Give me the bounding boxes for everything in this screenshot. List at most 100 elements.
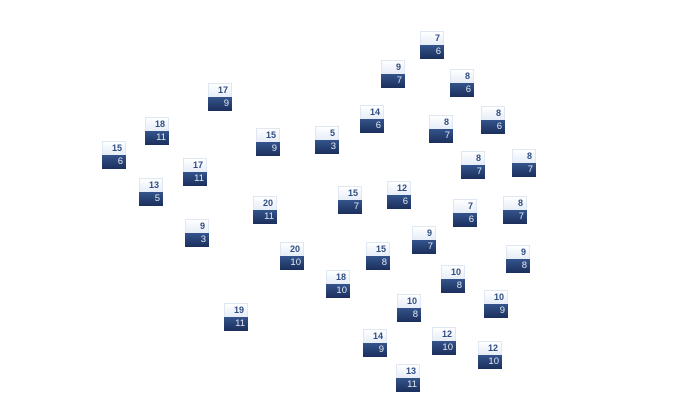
node-top-value: 13 — [139, 178, 163, 192]
node-bottom-value: 10 — [432, 341, 456, 355]
node-top-value: 8 — [481, 106, 505, 120]
node-top-value: 5 — [315, 126, 339, 140]
node-bottom-value: 7 — [503, 210, 527, 224]
node-top-value: 9 — [381, 60, 405, 74]
node-bottom-value: 8 — [506, 259, 530, 273]
node-top-value: 20 — [253, 196, 277, 210]
node-card: 19 11 — [224, 303, 248, 331]
node-card: 10 8 — [441, 265, 465, 293]
node-bottom-value: 6 — [360, 119, 384, 133]
node-top-value: 18 — [326, 270, 350, 284]
node-top-value: 15 — [338, 186, 362, 200]
node-top-value: 10 — [441, 265, 465, 279]
node-bottom-value: 7 — [512, 163, 536, 177]
node-top-value: 14 — [360, 105, 384, 119]
node-card: 15 9 — [256, 128, 280, 156]
node-bottom-value: 6 — [453, 213, 477, 227]
node-top-value: 8 — [461, 151, 485, 165]
node-top-value: 17 — [208, 83, 232, 97]
node-top-value: 10 — [484, 290, 508, 304]
node-bottom-value: 3 — [185, 233, 209, 247]
node-top-value: 14 — [363, 329, 387, 343]
node-top-value: 8 — [450, 69, 474, 83]
node-card: 12 10 — [478, 341, 502, 369]
node-bottom-value: 7 — [381, 74, 405, 88]
node-top-value: 7 — [420, 31, 444, 45]
node-bottom-value: 7 — [412, 240, 436, 254]
node-card: 13 5 — [139, 178, 163, 206]
node-bottom-value: 10 — [280, 256, 304, 270]
node-top-value: 17 — [183, 158, 207, 172]
node-bottom-value: 6 — [387, 195, 411, 209]
node-bottom-value: 6 — [420, 45, 444, 59]
node-bottom-value: 8 — [397, 308, 421, 322]
node-card: 20 11 — [253, 196, 277, 224]
node-bottom-value: 6 — [450, 83, 474, 97]
node-bottom-value: 7 — [429, 129, 453, 143]
node-card: 10 8 — [397, 294, 421, 322]
node-card: 12 10 — [432, 327, 456, 355]
node-top-value: 15 — [366, 242, 390, 256]
node-bottom-value: 8 — [366, 256, 390, 270]
node-top-value: 8 — [512, 149, 536, 163]
node-bottom-value: 9 — [363, 343, 387, 357]
node-bottom-value: 3 — [315, 140, 339, 154]
node-bottom-value: 7 — [461, 165, 485, 179]
node-top-value: 10 — [397, 294, 421, 308]
node-bottom-value: 7 — [338, 200, 362, 214]
node-card: 10 9 — [484, 290, 508, 318]
node-bottom-value: 11 — [224, 317, 248, 331]
node-card: 17 9 — [208, 83, 232, 111]
node-card: 14 6 — [360, 105, 384, 133]
node-top-value: 20 — [280, 242, 304, 256]
node-bottom-value: 9 — [484, 304, 508, 318]
node-card: 12 6 — [387, 181, 411, 209]
node-bottom-value: 9 — [208, 97, 232, 111]
node-bottom-value: 5 — [139, 192, 163, 206]
node-top-value: 9 — [412, 226, 436, 240]
node-bottom-value: 11 — [183, 172, 207, 186]
node-card: 14 9 — [363, 329, 387, 357]
node-top-value: 12 — [432, 327, 456, 341]
node-top-value: 8 — [429, 115, 453, 129]
node-bottom-value: 10 — [326, 284, 350, 298]
node-card: 17 11 — [183, 158, 207, 186]
node-bottom-value: 6 — [102, 155, 126, 169]
node-top-value: 9 — [506, 245, 530, 259]
node-bottom-value: 11 — [145, 131, 169, 145]
node-bottom-value: 11 — [396, 378, 420, 392]
node-top-value: 7 — [453, 199, 477, 213]
node-card: 13 11 — [396, 364, 420, 392]
node-card: 15 8 — [366, 242, 390, 270]
node-top-value: 13 — [396, 364, 420, 378]
node-top-value: 9 — [185, 219, 209, 233]
node-card: 15 6 — [102, 141, 126, 169]
node-top-value: 12 — [478, 341, 502, 355]
node-top-value: 18 — [145, 117, 169, 131]
node-card: 20 10 — [280, 242, 304, 270]
node-bottom-value: 6 — [481, 120, 505, 134]
node-top-value: 15 — [256, 128, 280, 142]
node-card: 15 7 — [338, 186, 362, 214]
node-top-value: 8 — [503, 196, 527, 210]
node-bottom-value: 10 — [478, 355, 502, 369]
node-bottom-value: 8 — [441, 279, 465, 293]
node-top-value: 12 — [387, 181, 411, 195]
node-top-value: 15 — [102, 141, 126, 155]
node-card: 18 11 — [145, 117, 169, 145]
node-bottom-value: 9 — [256, 142, 280, 156]
node-bottom-value: 11 — [253, 210, 277, 224]
